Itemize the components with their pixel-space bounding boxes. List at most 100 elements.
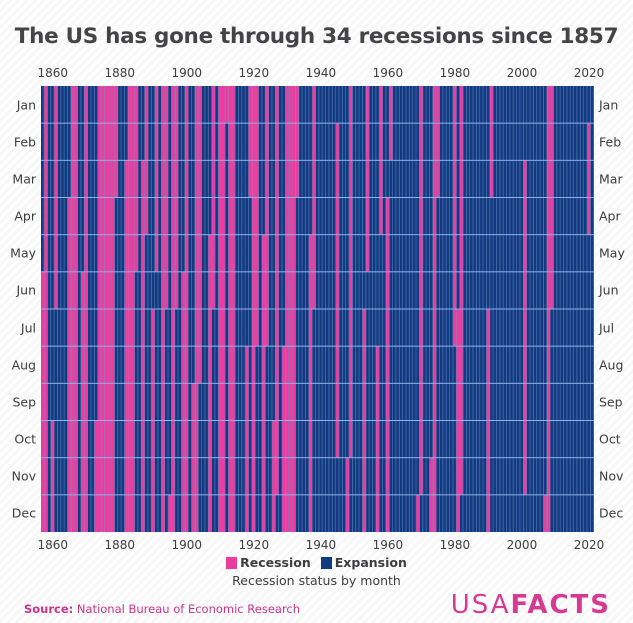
cell-1903-sep: [195, 383, 199, 421]
cell-2003-sep: [530, 383, 534, 421]
cell-1923-apr: [262, 197, 266, 235]
cell-1939-dec: [315, 494, 320, 532]
cell-1961-jul: [389, 309, 393, 347]
cell-1971-apr: [423, 197, 427, 235]
cell-1973-oct: [429, 420, 434, 458]
cell-1919-jun: [248, 271, 253, 310]
cell-1939-aug: [315, 346, 320, 384]
cell-1933-aug: [295, 346, 300, 384]
cell-1936-mar: [305, 160, 310, 198]
cell-2005-oct: [537, 420, 541, 458]
cell-1925-mar: [268, 160, 273, 198]
cell-1951-feb: [356, 123, 360, 161]
cell-1899-may: [181, 234, 186, 272]
cell-1956-nov: [372, 457, 377, 495]
cell-1890-jan: [151, 86, 155, 124]
cell-1873-mar: [94, 160, 99, 198]
cell-1895-oct: [168, 420, 172, 458]
cell-1903-apr: [195, 197, 199, 235]
cell-1909-may: [215, 234, 219, 272]
cell-1983-jul: [463, 309, 467, 347]
cell-1865-dec: [67, 494, 72, 532]
cell-1881-apr: [121, 197, 125, 235]
cell-1864-jul: [64, 309, 68, 347]
cell-1880-may: [118, 234, 122, 272]
cell-1902-mar: [191, 160, 196, 198]
cell-2021-sep: [590, 383, 594, 421]
cell-1893-jun: [161, 271, 166, 310]
cell-1954-jun: [366, 271, 370, 310]
cell-1926-nov: [272, 457, 276, 495]
cell-1929-oct: [282, 420, 286, 458]
cell-1974-dec: [433, 494, 437, 532]
cell-1872-sep: [91, 383, 95, 421]
cell-1944-sep: [332, 383, 336, 421]
cell-1867-sep: [74, 383, 78, 421]
cell-1917-jun: [242, 271, 246, 310]
cell-1903-feb: [195, 123, 199, 161]
cell-2017-jun: [577, 271, 581, 310]
cell-1959-oct: [382, 420, 387, 458]
cell-1870-jan: [84, 86, 88, 124]
cell-1970-apr: [419, 197, 424, 235]
cell-2004-aug: [533, 346, 538, 384]
cell-1918-jul: [245, 309, 249, 347]
cell-1972-nov: [426, 457, 430, 495]
cell-1863-apr: [61, 197, 65, 235]
cell-1930-aug: [285, 346, 290, 384]
cell-1935-sep: [302, 383, 306, 421]
cell-1890-may: [151, 234, 155, 272]
cell-1994-mar: [500, 160, 504, 198]
cell-1988-sep: [480, 383, 484, 421]
cell-2015-aug: [570, 346, 574, 384]
cell-2013-aug: [563, 346, 568, 384]
cell-1890-aug: [151, 346, 155, 384]
cell-1875-feb: [101, 123, 105, 161]
cell-1977-nov: [443, 457, 447, 495]
cell-1954-jul: [366, 309, 370, 347]
cell-1881-aug: [121, 346, 125, 384]
cell-1964-feb: [399, 123, 404, 161]
cell-1926-dec: [272, 494, 276, 532]
cell-1975-jan: [436, 86, 440, 124]
cell-1988-aug: [480, 346, 484, 384]
cell-1950-may: [352, 234, 357, 272]
cell-1994-may: [500, 234, 504, 272]
cell-1976-mar: [439, 160, 444, 198]
cell-1896-mar: [171, 160, 176, 198]
cell-1882-may: [124, 234, 129, 272]
cell-2007-sep: [543, 383, 548, 421]
cell-1977-oct: [443, 420, 447, 458]
cell-2016-aug: [573, 346, 578, 384]
cell-1870-dec: [84, 494, 88, 532]
cell-1943-jun: [329, 271, 333, 310]
cell-1966-nov: [406, 457, 410, 495]
x-tick-top: 2020: [573, 66, 605, 80]
x-tick-top: 1880: [104, 66, 136, 80]
cell-2003-apr: [530, 197, 534, 235]
cell-1934-oct: [299, 420, 303, 458]
cell-1972-jun: [426, 271, 430, 310]
cell-1951-apr: [356, 197, 360, 235]
cell-1907-jun: [208, 271, 212, 310]
cell-1894-jan: [165, 86, 169, 124]
cell-1983-oct: [463, 420, 467, 458]
cell-1979-aug: [449, 346, 454, 384]
cell-1985-jan: [469, 86, 474, 124]
cell-1981-jul: [456, 309, 460, 347]
cell-2012-aug: [560, 346, 564, 384]
cell-1911-sep: [221, 383, 226, 421]
cell-1929-jul: [282, 309, 286, 347]
cell-1877-jan: [108, 86, 112, 124]
cell-2005-feb: [537, 123, 541, 161]
cell-1864-dec: [64, 494, 68, 532]
cell-1884-sep: [131, 383, 135, 421]
x-tick-top: 1940: [305, 66, 337, 80]
cell-2019-sep: [583, 383, 588, 421]
cell-1900-apr: [185, 197, 189, 235]
cell-1981-mar: [456, 160, 460, 198]
cell-1909-sep: [215, 383, 219, 421]
row-gridline: [41, 457, 594, 459]
cell-1872-mar: [91, 160, 95, 198]
cell-1939-jul: [315, 309, 320, 347]
